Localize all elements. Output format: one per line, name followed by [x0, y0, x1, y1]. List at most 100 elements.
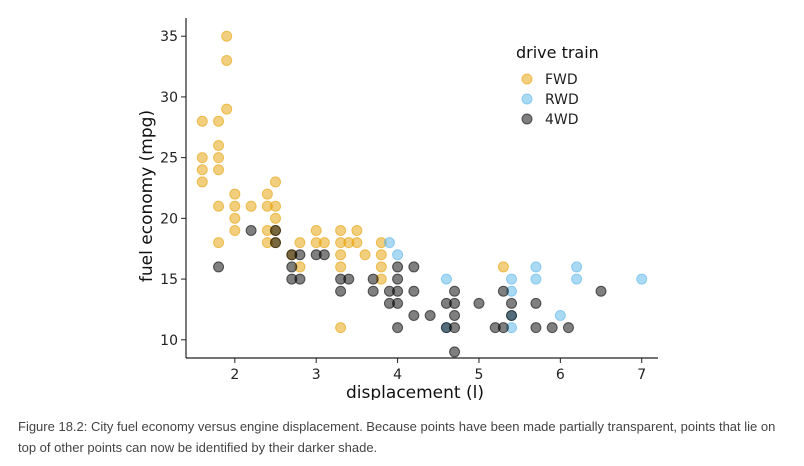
y-tick-label: 15 — [160, 272, 178, 288]
legend-label-4wd: 4WD — [545, 112, 579, 128]
series-4wd — [213, 225, 607, 358]
data-point-fwd — [310, 225, 322, 236]
data-point-4wd — [367, 273, 379, 285]
data-point-fwd — [229, 200, 241, 212]
data-point-fwd — [213, 237, 225, 249]
data-point-fwd — [335, 261, 347, 273]
x-tick-label: 4 — [393, 367, 402, 383]
data-point-fwd — [375, 249, 387, 261]
data-point-4wd — [497, 285, 509, 297]
y-tick-label: 20 — [160, 211, 178, 227]
data-point-4wd — [449, 322, 461, 334]
legend-label-fwd: FWD — [545, 72, 578, 88]
data-point-fwd — [221, 30, 233, 42]
data-point-4wd — [506, 310, 518, 321]
figure-caption: Figure 18.2: City fuel economy versus en… — [18, 419, 776, 455]
data-point-4wd — [449, 346, 461, 358]
y-axis-title: fuel economy (mpg) — [137, 110, 157, 282]
data-point-fwd — [221, 55, 233, 66]
data-point-4wd — [546, 322, 558, 334]
data-point-4wd — [392, 297, 404, 309]
data-point-fwd — [213, 152, 225, 164]
data-point-4wd — [595, 285, 607, 297]
legend-key-4wd — [521, 113, 533, 125]
legend-title: drive train — [516, 43, 599, 62]
x-tick-label: 5 — [475, 367, 484, 383]
x-axis-title: displacement (l) — [346, 383, 484, 400]
data-point-4wd — [318, 249, 330, 261]
data-point-fwd — [294, 237, 306, 249]
legend: drive train FWD RWD 4WD — [516, 43, 599, 128]
data-point-4wd — [530, 322, 542, 334]
data-point-fwd — [229, 212, 241, 224]
data-point-4wd — [294, 273, 306, 285]
legend-key-rwd — [521, 93, 533, 105]
data-point-fwd — [375, 261, 387, 273]
data-point-4wd — [408, 285, 420, 297]
y-tick-label: 10 — [160, 333, 178, 349]
x-tick-label: 3 — [312, 367, 321, 383]
data-point-rwd — [506, 273, 518, 285]
data-point-4wd — [245, 225, 257, 236]
data-point-4wd — [506, 297, 518, 309]
data-point-fwd — [351, 237, 363, 249]
data-point-fwd — [335, 225, 347, 236]
scatter-chart: 2 3 4 5 6 7 10 15 20 25 30 35 displacement (l) fuel… — [137, 18, 658, 400]
data-point-rwd — [530, 273, 542, 285]
data-point-fwd — [270, 176, 282, 188]
data-point-fwd — [335, 322, 347, 334]
points-layer — [196, 30, 648, 358]
x-tick-label: 6 — [556, 367, 565, 383]
x-tick-label: 2 — [230, 367, 239, 383]
data-point-fwd — [229, 225, 241, 236]
data-point-4wd — [392, 261, 404, 273]
data-point-4wd — [294, 249, 306, 261]
data-point-fwd — [213, 164, 225, 176]
data-point-4wd — [530, 297, 542, 309]
y-tick-label: 35 — [160, 29, 178, 45]
data-point-4wd — [392, 273, 404, 285]
data-point-fwd — [196, 176, 208, 188]
legend-label-rwd: RWD — [545, 92, 579, 108]
y-tick-label: 25 — [160, 151, 178, 167]
data-point-fwd — [196, 164, 208, 176]
data-point-fwd — [245, 200, 257, 212]
data-point-fwd — [497, 261, 509, 273]
data-point-rwd — [440, 273, 452, 285]
data-point-fwd — [229, 188, 241, 200]
data-point-4wd — [392, 285, 404, 297]
data-point-4wd — [424, 310, 436, 321]
y-tick-label: 30 — [160, 90, 178, 106]
data-point-rwd — [383, 237, 395, 249]
legend-key-fwd — [521, 73, 533, 85]
data-point-rwd — [571, 261, 583, 273]
data-point-rwd — [571, 273, 583, 285]
data-point-4wd — [449, 310, 461, 321]
data-point-fwd — [221, 103, 233, 115]
data-point-4wd — [270, 225, 282, 236]
data-point-fwd — [213, 200, 225, 212]
data-point-rwd — [392, 249, 404, 261]
series-fwd — [196, 30, 509, 334]
data-point-fwd — [213, 115, 225, 127]
data-point-rwd — [554, 310, 566, 321]
data-point-4wd — [392, 322, 404, 334]
data-point-fwd — [213, 140, 225, 151]
data-point-4wd — [562, 322, 574, 334]
x-tick-label: 7 — [637, 367, 646, 383]
data-point-rwd — [530, 261, 542, 273]
data-point-fwd — [270, 212, 282, 224]
data-point-4wd — [408, 310, 420, 321]
data-point-4wd — [449, 285, 461, 297]
data-point-4wd — [343, 273, 355, 285]
data-point-4wd — [213, 261, 225, 273]
chart-canvas: 2 3 4 5 6 7 10 15 20 25 30 35 displacement (l) fuel… — [137, 18, 658, 400]
data-point-fwd — [196, 115, 208, 127]
data-point-fwd — [318, 237, 330, 249]
data-point-fwd — [261, 188, 273, 200]
data-point-fwd — [359, 249, 371, 261]
data-point-fwd — [351, 225, 363, 236]
data-point-4wd — [335, 285, 347, 297]
data-point-fwd — [270, 200, 282, 212]
data-point-4wd — [286, 261, 298, 273]
